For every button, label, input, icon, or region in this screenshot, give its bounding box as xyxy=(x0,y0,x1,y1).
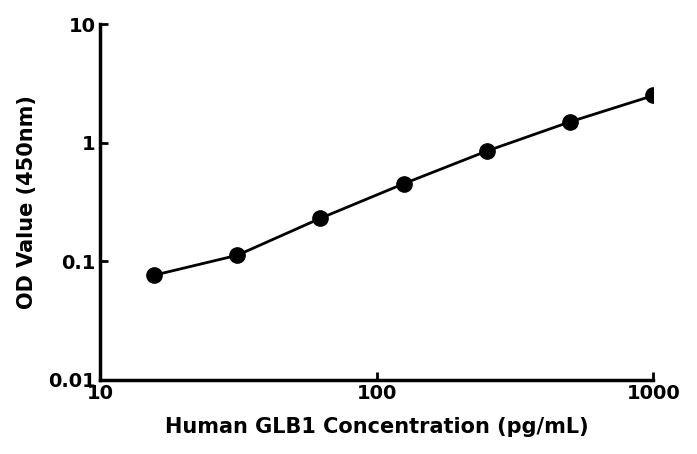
X-axis label: Human GLB1 Concentration (pg/mL): Human GLB1 Concentration (pg/mL) xyxy=(165,417,589,437)
Y-axis label: OD Value (450nm): OD Value (450nm) xyxy=(17,95,37,309)
